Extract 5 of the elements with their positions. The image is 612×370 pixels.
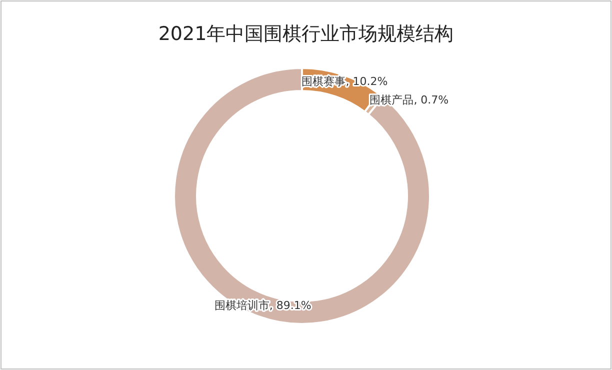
- chart-title: 2021年中国围棋行业市场规模结构: [158, 23, 454, 45]
- data-label: , 89.1%: [269, 299, 312, 312]
- data-label: , 0.7%: [414, 94, 449, 107]
- data-label: , 10.2%: [346, 74, 388, 88]
- slice-label: 围棋培训市: [214, 299, 270, 312]
